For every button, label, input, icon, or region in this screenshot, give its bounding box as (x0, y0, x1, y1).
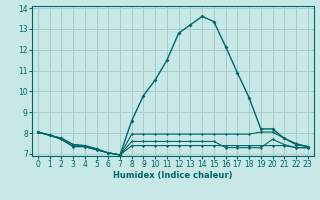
X-axis label: Humidex (Indice chaleur): Humidex (Indice chaleur) (113, 171, 233, 180)
